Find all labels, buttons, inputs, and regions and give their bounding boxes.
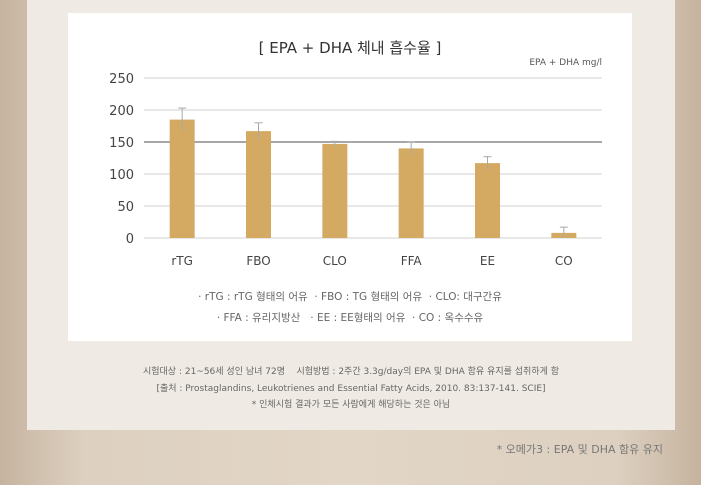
legend-line-2: · FFA : 유리지방산 · EE : EE형태의 어유 · CO : 옥수수…	[216, 312, 484, 324]
y-tick-label: 0	[126, 232, 134, 247]
x-tick-label: CO	[555, 254, 573, 268]
bar-EE	[475, 163, 500, 238]
bar-CLO	[322, 143, 348, 238]
study-note: 시험대상 : 21~56세 성인 남녀 72명 시험방법 : 2주간 3.3g/…	[142, 367, 560, 377]
y-tick-label: 250	[109, 72, 134, 87]
unit-label: EPA + DHA mg/l	[529, 58, 602, 68]
grid-lines	[144, 77, 602, 239]
y-tick-label: 100	[109, 168, 134, 183]
y-tick-label: 150	[109, 136, 134, 151]
axis-ticks: 250 200 150 100 50 0 rTG FBO CLO FFA EE CO	[109, 72, 573, 268]
chart-title: [ EPA + DHA 체내 흡수율 ]	[259, 39, 442, 57]
bar-rTG	[169, 119, 195, 238]
chart-card: [ EPA + DHA 체내 흡수율 ] EPA + DHA mg/l 250 2…	[68, 13, 632, 341]
x-tick-label: FFA	[401, 254, 423, 268]
x-tick-label: FBO	[246, 254, 270, 268]
y-tick-label: 200	[109, 104, 134, 119]
source-note: [출처 : Prostaglandins, Leukotrienes and E…	[156, 384, 546, 394]
x-tick-label: EE	[480, 254, 495, 268]
x-tick-label: CLO	[323, 254, 347, 268]
bar-chart: [ EPA + DHA 체내 흡수율 ] EPA + DHA mg/l 2502…	[109, 39, 602, 268]
bar-FBO	[246, 131, 271, 238]
disclaimer-note: * 인체시험 결과가 모든 사람에게 해당하는 것은 아님	[251, 400, 451, 410]
y-tick-label: 50	[117, 200, 134, 215]
x-tick-label: rTG	[171, 254, 193, 268]
omega3-footnote: * 오메가3 : EPA 및 DHA 함유 유지	[496, 443, 663, 456]
legend-line-1: · rTG : rTG 형태의 어유 · FBO : TG 형태의 어유 · C…	[198, 291, 502, 303]
bars	[169, 107, 577, 238]
bar-FFA	[398, 148, 424, 238]
